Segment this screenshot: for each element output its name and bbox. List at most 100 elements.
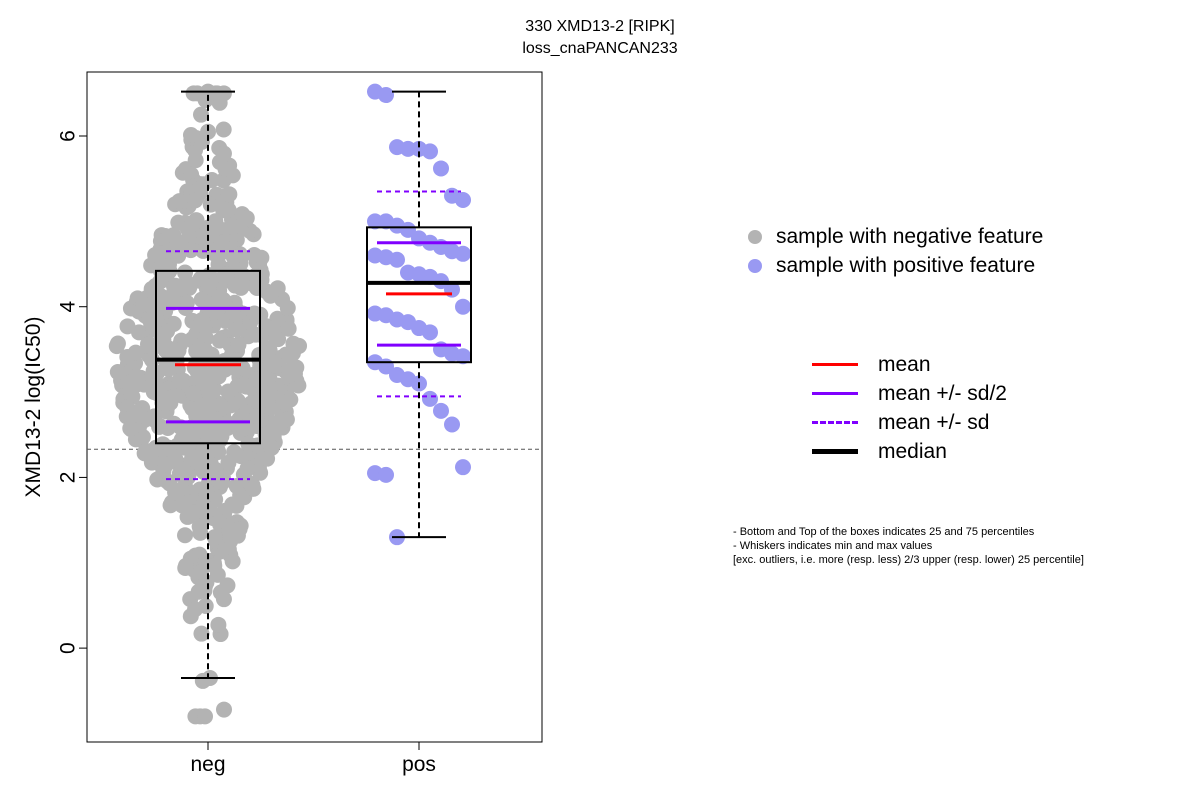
neg-point [220, 383, 237, 400]
neg-point [184, 400, 201, 417]
neg-point [278, 411, 295, 428]
neg-point [163, 389, 180, 406]
neg-point [225, 218, 242, 235]
neg-point [200, 278, 217, 295]
neg-point [193, 625, 210, 642]
pos-point [367, 213, 383, 230]
chart-title-line1: 330 XMD13-2 [RIPK] [525, 18, 675, 35]
legend-pos-label: sample with positive feature [776, 253, 1036, 277]
neg-point [211, 288, 228, 305]
neg-point [245, 480, 262, 497]
legend-sd: mean +/- sd [812, 408, 1007, 437]
y-tick-label: 4 [57, 301, 80, 313]
neg-point [259, 345, 276, 362]
y-axis-title: XMD13-2 log(IC50) [22, 317, 45, 498]
pos-point [455, 298, 471, 315]
point-legend: sample with negative feature sample with… [748, 222, 1043, 280]
neg-point [246, 246, 263, 263]
neg-point [218, 360, 235, 377]
pos-point [433, 402, 449, 419]
neg-point [215, 145, 232, 162]
legend-mean-label: mean [878, 352, 931, 376]
neg-point [192, 563, 209, 580]
median-line-icon [812, 449, 858, 454]
neg-point [213, 234, 230, 251]
neg-point [182, 126, 199, 143]
pos-point [455, 192, 471, 209]
neg-point [167, 451, 184, 468]
neg-point [184, 385, 201, 402]
neg-point [288, 339, 305, 356]
pos-point [400, 221, 416, 238]
box-notes: - Bottom and Top of the boxes indicates … [733, 525, 1084, 567]
neg-point [228, 321, 245, 338]
line-legend: mean mean +/- sd/2 mean +/- sd median [812, 350, 1007, 466]
neg-box [155, 269, 261, 445]
neg-point [220, 186, 237, 203]
neg-point [184, 450, 201, 467]
note-line-2: - Whiskers indicates min and max values [733, 540, 933, 552]
pos-point [378, 87, 394, 104]
neg-point [197, 708, 213, 725]
neg-point [188, 343, 205, 360]
neg-point [212, 584, 229, 601]
neg-point [197, 330, 214, 347]
neg-point [178, 294, 195, 311]
neg-point [149, 385, 166, 402]
neg-point [177, 527, 194, 544]
half-sd-line-icon [812, 392, 858, 395]
legend-neg-label: sample with negative feature [776, 224, 1044, 248]
neg-point [202, 196, 219, 213]
neg-point [119, 349, 136, 366]
neg-point [134, 296, 151, 313]
legend-pos: sample with positive feature [748, 251, 1043, 280]
neg-point [165, 227, 182, 244]
neg-point [165, 415, 182, 432]
neg-point [159, 323, 176, 340]
pos-point [400, 140, 416, 157]
pos-point [422, 390, 438, 407]
neg-point [214, 474, 231, 491]
neg-point [186, 504, 203, 521]
neg-point [230, 336, 247, 353]
neg-point [145, 362, 162, 379]
neg-point [109, 364, 126, 381]
neg-point [260, 370, 277, 387]
pos-point [422, 324, 438, 341]
chart-title-line2: loss_cnaPANCAN233 [522, 40, 678, 57]
legend-neg: sample with negative feature [748, 222, 1043, 251]
neg-point [141, 312, 158, 329]
neg-point [206, 557, 223, 574]
pos-point [433, 160, 449, 177]
neg-point [239, 460, 256, 477]
neg-point [170, 342, 187, 359]
neg-point [218, 266, 235, 283]
neg-point [187, 212, 204, 229]
neg-point [132, 407, 149, 424]
legend-median: median [812, 437, 1007, 466]
pos-point [444, 416, 460, 433]
neg-point [190, 583, 207, 600]
neg-point [192, 180, 209, 197]
y-tick-label: 6 [57, 130, 80, 142]
neg-point [206, 529, 223, 546]
neg-point [143, 282, 160, 299]
neg-point [171, 193, 188, 210]
neg-point [152, 233, 169, 250]
neg-point [200, 123, 216, 140]
legend-half-sd-label: mean +/- sd/2 [878, 381, 1007, 405]
neg-point [210, 415, 227, 432]
neg-point [220, 541, 237, 558]
pos-dot-icon [748, 258, 762, 273]
note-line-1: - Bottom and Top of the boxes indicates … [733, 526, 1035, 538]
neg-point [225, 304, 242, 321]
neg-point [257, 426, 274, 443]
legend-sd-label: mean +/- sd [878, 410, 990, 434]
plot-frame [86, 71, 543, 743]
neg-point [279, 299, 296, 316]
neg-point [231, 521, 248, 538]
pos-box [366, 226, 472, 364]
neg-dot-icon [748, 229, 762, 244]
neg-point [232, 448, 249, 465]
